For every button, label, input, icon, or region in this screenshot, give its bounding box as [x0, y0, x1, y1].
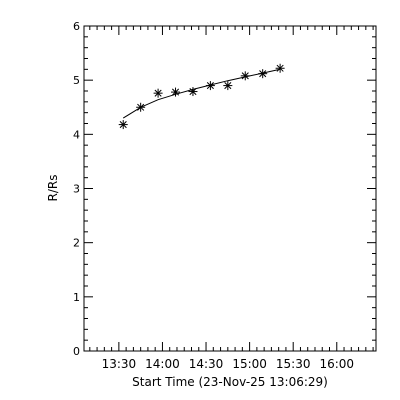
y-tick-label: 5	[73, 74, 80, 87]
fit-line	[122, 68, 281, 119]
x-tick-label: 15:30	[276, 357, 311, 371]
x-tick-label: 13:30	[102, 357, 137, 371]
data-point	[118, 120, 128, 130]
x-tick-label: 14:30	[189, 357, 224, 371]
data-point	[205, 81, 215, 91]
x-tick-labels: 13:30 14:00 14:30 15:00 15:30 16:00	[102, 357, 355, 371]
x-tick-label: 14:00	[145, 357, 180, 371]
minor-ticks	[84, 26, 376, 351]
x-axis-label: Start Time (23-Nov-25 13:06:29)	[132, 375, 328, 389]
plot-frame	[83, 25, 377, 352]
data-point	[136, 102, 146, 112]
y-tick-label: 2	[73, 237, 80, 250]
x-tick-label: 15:00	[232, 357, 267, 371]
y-tick-label: 6	[73, 20, 80, 33]
data-point	[223, 81, 233, 91]
y-tick-label: 4	[73, 128, 80, 141]
y-tick-label: 1	[73, 291, 80, 304]
data-point	[153, 88, 163, 98]
data-point	[240, 71, 250, 81]
series-markers	[118, 63, 285, 130]
y-tick-labels: 0 1 2 3 4 5 6	[73, 20, 80, 358]
y-tick-label: 0	[73, 345, 80, 358]
data-point	[171, 87, 181, 97]
major-ticks	[84, 25, 376, 352]
y-tick-label: 3	[73, 183, 80, 196]
data-point	[258, 69, 268, 79]
data-point	[188, 87, 198, 97]
x-tick-label: 16:00	[319, 357, 354, 371]
y-axis-label: R/Rs	[46, 175, 60, 202]
data-point	[275, 63, 285, 73]
